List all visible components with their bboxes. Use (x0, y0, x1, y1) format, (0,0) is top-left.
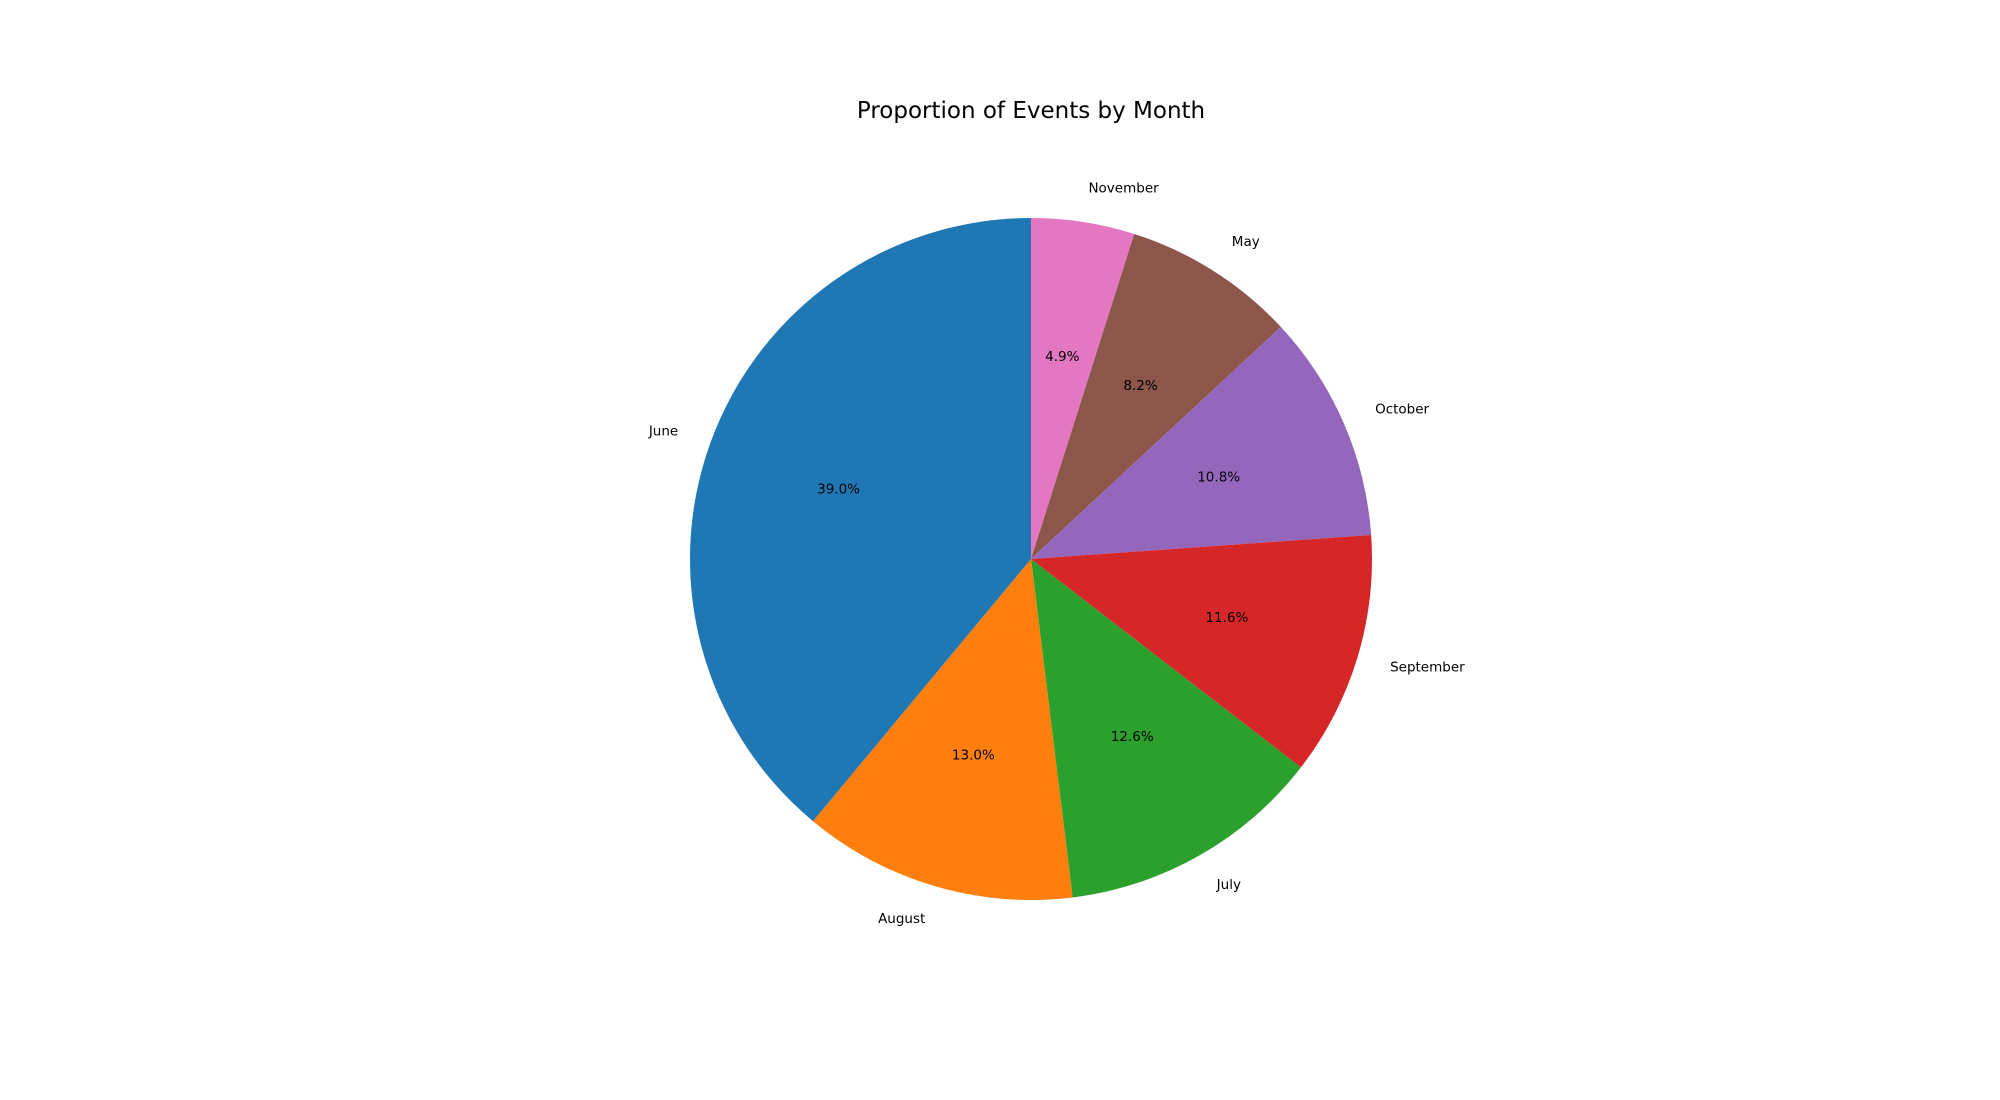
pie-slice-september (1031, 534, 1372, 768)
pie-slice-november (1031, 218, 1135, 559)
slice-label-october: October (1375, 402, 1429, 418)
slice-label-june: June (648, 424, 678, 440)
percent-label-november: 4.9% (1045, 349, 1079, 365)
slice-label-august: August (878, 911, 925, 927)
slice-label-may: May (1232, 234, 1260, 250)
percent-label-may: 8.2% (1123, 378, 1157, 394)
slice-label-july: July (1216, 877, 1241, 893)
percent-label-september: 11.6% (1205, 610, 1248, 626)
pie-slice-june (690, 218, 1031, 822)
percent-label-june: 39.0% (817, 481, 860, 497)
percent-label-august: 13.0% (952, 747, 995, 763)
pie-slice-july (1031, 559, 1301, 898)
chart-title: Proportion of Events by Month (856, 98, 1206, 124)
pie-slice-august (812, 559, 1073, 900)
pie-slice-may (1031, 234, 1281, 560)
pie-slice-october (1031, 326, 1372, 559)
percent-label-july: 12.6% (1111, 729, 1154, 745)
percent-label-october: 10.8% (1197, 470, 1240, 486)
slice-label-november: November (1088, 180, 1159, 196)
slice-label-september: September (1390, 659, 1465, 675)
